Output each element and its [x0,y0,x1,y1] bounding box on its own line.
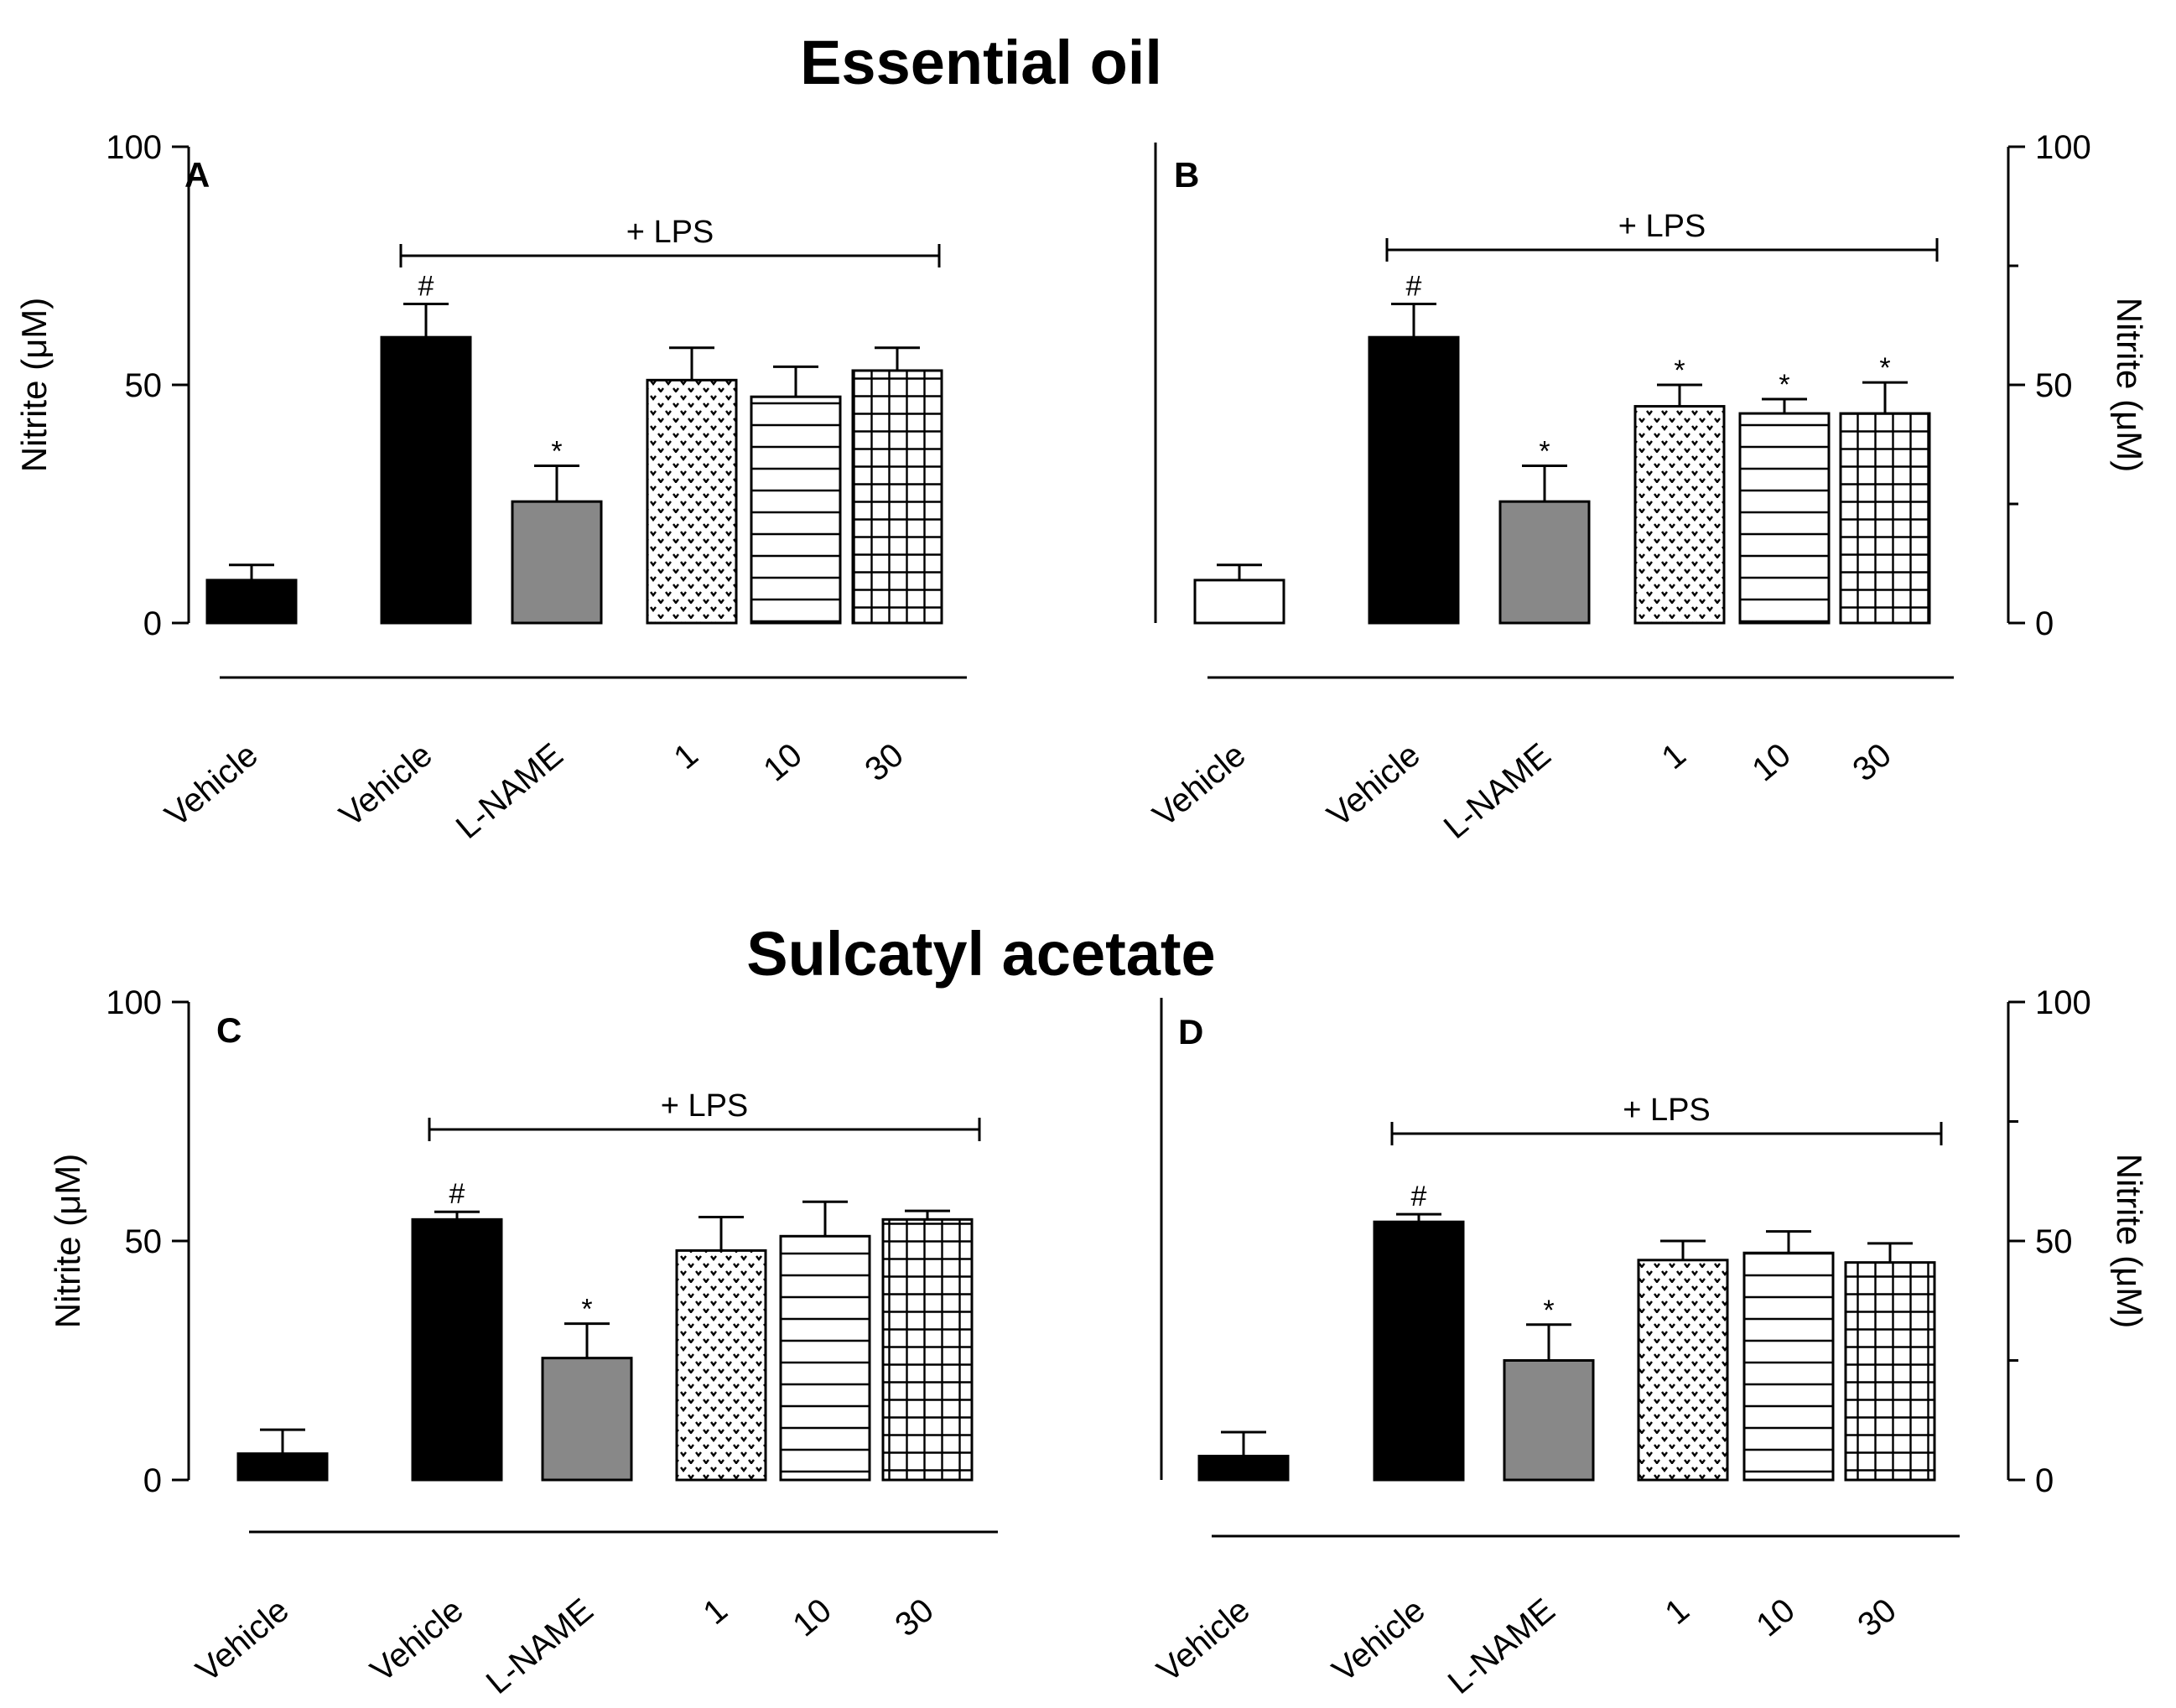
significance-mark: * [1779,369,1789,401]
bar [541,1357,633,1482]
significance-mark: * [551,436,562,468]
category-label: Vehicle [190,1591,296,1690]
y-tick-label: 0 [2035,605,2054,642]
y-axis-title: Nitrite (μM) [2110,298,2149,473]
y-tick-label: 50 [125,367,163,404]
bar [205,579,298,625]
bar [750,395,842,625]
bar [380,335,472,625]
significance-mark: * [1879,352,1890,384]
category-label: 10 [1749,1591,1801,1643]
lps-label: + LPS [1618,209,1706,244]
category-label: Vehicle [1321,736,1427,834]
bar [1498,500,1591,625]
y-tick-label: 50 [2035,1223,2073,1260]
significance-mark: # [1406,270,1422,302]
y-tick-label: 100 [106,129,162,166]
y-tick-label: 100 [2035,984,2091,1021]
bar [675,1249,767,1482]
category-label: 1 [667,736,704,776]
bar [1844,1261,1936,1482]
y-tick-label: 50 [2035,367,2073,404]
category-label: Vehicle [1326,1591,1432,1690]
y-tick-label: 100 [106,984,162,1021]
figure-title-top: Essential oil [800,28,1162,97]
lps-label: + LPS [626,215,714,250]
bar [646,378,738,625]
bar [779,1234,871,1482]
panel-d: D 0 50 100 Nitrite (μM) Vehicle # Vehicle * L-NAM… [1150,984,2149,1701]
significance-mark: * [1543,1295,1554,1326]
y-axis-title: Nitrite (μM) [14,298,54,473]
bar [1633,405,1726,625]
significance-mark: # [449,1178,465,1210]
y-tick-label: 50 [125,1223,163,1260]
category-label: L-NAME [480,1591,600,1701]
category-label: 1 [1654,736,1692,776]
significance-mark: # [1411,1181,1427,1212]
panel-letter: B [1174,155,1199,195]
significance-mark: # [418,270,434,302]
y-axis-title: Nitrite (μM) [2110,1154,2149,1329]
category-label: Vehicle [333,736,439,834]
panel-b: B 0 50 100 Nitrite (μM) Vehicle # Vehicle * L-NAM… [1146,129,2149,846]
panel-c: C 0 50 100 Nitrite (μM) Vehicle # Vehicle * L-NAM… [48,984,998,1701]
panel-letter: C [216,1010,241,1050]
bar [1503,1359,1595,1482]
category-label: 10 [1745,736,1797,788]
category-label: Vehicle [158,736,265,834]
bar [236,1452,329,1482]
bar [1637,1259,1729,1482]
lps-label: + LPS [661,1088,749,1124]
figure-title-bottom: Sulcatyl acetate [746,919,1215,989]
bar [1738,412,1831,625]
bar [411,1217,503,1482]
panel-letter: D [1178,1012,1203,1051]
category-label: 30 [1851,1591,1903,1643]
category-label: 30 [1846,736,1898,788]
category-label: 1 [1658,1591,1696,1632]
bar [881,1217,974,1482]
significance-mark: * [1674,355,1685,387]
significance-mark: * [1539,436,1550,468]
bar [851,369,943,625]
lps-label: + LPS [1623,1093,1711,1128]
significance-mark: * [581,1294,592,1326]
bar [1742,1251,1835,1482]
category-label: 1 [696,1591,734,1632]
category-label: 30 [858,736,910,788]
y-tick-label: 0 [143,605,162,642]
bar [1193,579,1285,625]
category-label: L-NAME [1437,736,1558,846]
bar [1368,335,1460,625]
category-label: Vehicle [1150,1591,1257,1690]
y-tick-label: 0 [143,1462,162,1499]
y-tick-label: 100 [2035,129,2091,166]
bar [1373,1220,1465,1482]
category-label: L-NAME [449,736,570,846]
category-label: L-NAME [1441,1591,1562,1701]
category-label: 10 [756,736,808,788]
bar [511,500,603,625]
category-label: 30 [888,1591,940,1643]
category-label: 10 [786,1591,838,1643]
bar [1197,1455,1290,1482]
y-tick-label: 0 [2035,1462,2054,1499]
bar [1839,412,1931,625]
category-label: Vehicle [364,1591,470,1690]
y-axis-title: Nitrite (μM) [48,1154,87,1329]
category-label: Vehicle [1146,736,1253,834]
